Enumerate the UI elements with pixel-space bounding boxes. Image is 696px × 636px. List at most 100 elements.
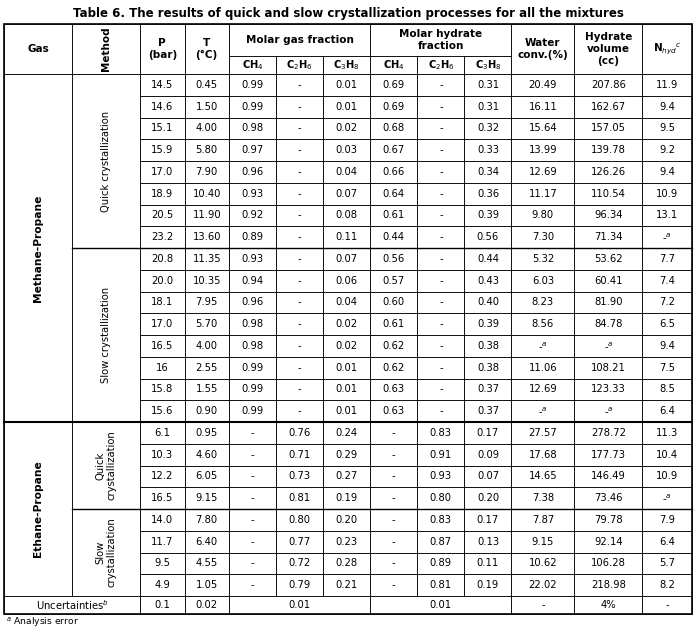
Bar [184, 400, 229, 422]
Bar [642, 248, 692, 270]
Text: -: - [392, 580, 395, 590]
Text: 0.94: 0.94 [242, 275, 264, 286]
Text: 218.98: 218.98 [591, 580, 626, 590]
Bar [642, 74, 692, 96]
Text: 11.35: 11.35 [192, 254, 221, 264]
Text: 16.5: 16.5 [151, 341, 173, 351]
Text: 11.17: 11.17 [528, 189, 557, 198]
Bar [140, 24, 184, 74]
Text: 0.02: 0.02 [335, 341, 358, 351]
Text: 9.15: 9.15 [532, 537, 554, 546]
Bar [464, 335, 512, 357]
Bar [370, 96, 418, 118]
Bar [418, 226, 464, 248]
Text: 0.29: 0.29 [335, 450, 358, 460]
Bar [276, 161, 323, 183]
Text: T
(°C): T (°C) [196, 38, 218, 60]
Text: 14.0: 14.0 [151, 515, 173, 525]
Text: 0.93: 0.93 [242, 254, 264, 264]
Bar [184, 96, 229, 118]
Bar [642, 466, 692, 487]
Bar [370, 248, 418, 270]
Text: -: - [251, 515, 254, 525]
Bar [642, 139, 692, 161]
Text: -: - [251, 558, 254, 569]
Text: 81.90: 81.90 [594, 298, 622, 307]
Text: 0.37: 0.37 [477, 406, 499, 416]
Bar [184, 553, 229, 574]
Text: 9.4: 9.4 [659, 341, 675, 351]
Bar [184, 270, 229, 291]
Bar [418, 291, 464, 314]
Text: 1.55: 1.55 [196, 384, 218, 394]
Text: -: - [251, 580, 254, 590]
Text: 0.69: 0.69 [383, 80, 405, 90]
Text: 0.31: 0.31 [477, 102, 499, 112]
Bar [184, 422, 229, 444]
Bar [229, 248, 276, 270]
Text: C$_3$H$_8$: C$_3$H$_8$ [475, 58, 501, 72]
Bar [276, 509, 323, 531]
Bar [464, 56, 512, 74]
Bar [323, 270, 370, 291]
Bar [464, 444, 512, 466]
Bar [370, 270, 418, 291]
Bar [642, 24, 692, 74]
Text: 0.93: 0.93 [242, 189, 264, 198]
Bar [323, 487, 370, 509]
Bar [184, 161, 229, 183]
Bar [323, 378, 370, 400]
Bar [512, 400, 574, 422]
Text: 0.96: 0.96 [242, 167, 264, 177]
Bar [184, 444, 229, 466]
Bar [140, 291, 184, 314]
Bar [184, 139, 229, 161]
Bar [229, 357, 276, 378]
Text: 5.80: 5.80 [196, 145, 218, 155]
Text: -: - [251, 450, 254, 460]
Bar [642, 444, 692, 466]
Bar [184, 291, 229, 314]
Bar [464, 466, 512, 487]
Bar [140, 400, 184, 422]
Bar [642, 161, 692, 183]
Text: 0.62: 0.62 [383, 363, 405, 373]
Bar [370, 56, 418, 74]
Bar [323, 574, 370, 596]
Bar [464, 574, 512, 596]
Text: 96.34: 96.34 [594, 211, 622, 221]
Bar [140, 531, 184, 553]
Bar [323, 248, 370, 270]
Text: 17.0: 17.0 [151, 319, 173, 329]
Bar [464, 509, 512, 531]
Text: 0.31: 0.31 [477, 80, 499, 90]
Text: 110.54: 110.54 [591, 189, 626, 198]
Bar [229, 466, 276, 487]
Text: -: - [439, 102, 443, 112]
Text: 7.95: 7.95 [196, 298, 218, 307]
Text: 0.62: 0.62 [383, 341, 405, 351]
Text: 8.56: 8.56 [532, 319, 554, 329]
Text: -: - [298, 254, 301, 264]
Text: 207.86: 207.86 [591, 80, 626, 90]
Text: 106.28: 106.28 [591, 558, 626, 569]
Bar [276, 314, 323, 335]
Bar [140, 74, 184, 96]
Text: 0.39: 0.39 [477, 319, 499, 329]
Bar [418, 118, 464, 139]
Bar [140, 183, 184, 205]
Text: -: - [439, 341, 443, 351]
Bar [140, 161, 184, 183]
Bar [512, 226, 574, 248]
Text: 0.44: 0.44 [477, 254, 499, 264]
Bar [72, 422, 140, 509]
Text: 0.34: 0.34 [477, 167, 499, 177]
Bar [276, 74, 323, 96]
Text: 0.99: 0.99 [242, 384, 264, 394]
Text: 7.9: 7.9 [659, 515, 675, 525]
Bar [574, 466, 642, 487]
Text: 20.0: 20.0 [151, 275, 173, 286]
Text: 0.99: 0.99 [242, 80, 264, 90]
Text: -: - [392, 515, 395, 525]
Text: 7.87: 7.87 [532, 515, 554, 525]
